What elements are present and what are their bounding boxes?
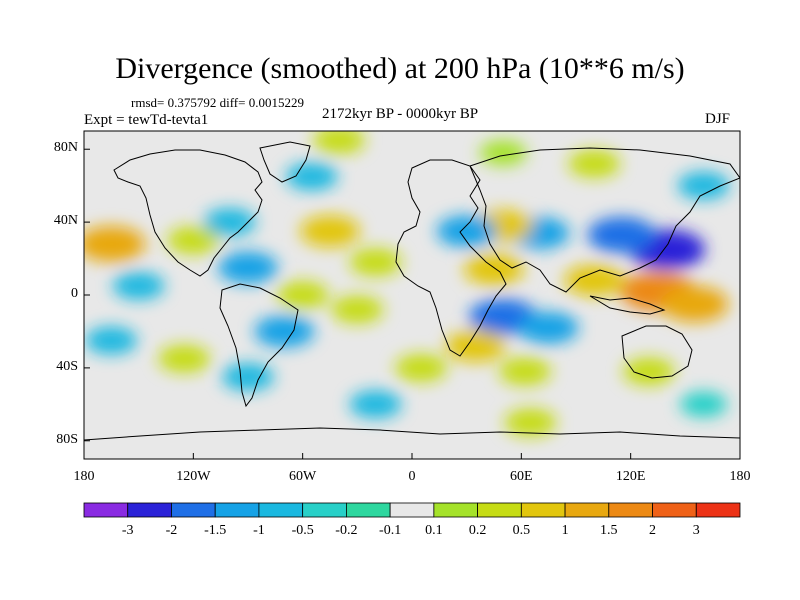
field-feature: [349, 248, 402, 277]
field-feature: [660, 286, 729, 323]
coast-north-america: [113, 149, 263, 277]
lat-tick-label: 40S: [56, 358, 78, 374]
lat-tick-label: 40N: [53, 213, 78, 229]
field-feature: [504, 408, 557, 437]
colorbar-swatch: [389, 502, 435, 518]
lon-tick-label: 0: [408, 469, 416, 484]
colorbar-label: -0.5: [291, 523, 314, 538]
lat-tick-label: 80S: [56, 431, 78, 447]
colorbar-swatch: [564, 502, 610, 518]
season-label: DJF: [705, 111, 731, 127]
lon-tick-label: 120E: [615, 469, 646, 484]
colorbar-swatch: [345, 502, 391, 518]
field-feature: [498, 357, 551, 386]
field-feature: [679, 391, 728, 418]
field-feature: [622, 357, 675, 386]
field-feature: [285, 162, 338, 191]
coast-antarctica: [84, 427, 740, 441]
field-feature: [254, 315, 315, 348]
field-feature: [222, 363, 274, 391]
field-feature: [331, 295, 384, 324]
coast-maritime-continent: [589, 295, 666, 315]
field-feature: [568, 149, 621, 178]
colorbar-label: -1.5: [204, 523, 227, 538]
field-feature: [518, 311, 579, 344]
lon-tick-label: 120W: [176, 469, 211, 484]
colorbar-label: 0.5: [512, 523, 531, 538]
lat-tick-label: 0: [71, 286, 78, 301]
divergence-field: [84, 131, 740, 459]
colorbar-swatch: [83, 502, 129, 518]
colorbar-label: 0.2: [468, 523, 487, 538]
field-feature: [464, 253, 524, 286]
field-feature: [158, 344, 211, 373]
coast-south-america: [219, 283, 299, 408]
colorbar-label: -2: [165, 523, 178, 538]
colorbar: [83, 502, 741, 518]
lon-tick-label: 60E: [510, 469, 533, 484]
field-feature: [587, 216, 656, 253]
colorbar-swatch: [433, 502, 479, 518]
field-feature: [276, 281, 329, 309]
field-feature: [395, 353, 448, 382]
colorbar-swatch: [302, 502, 347, 518]
colorbar-label: 0.1: [425, 523, 443, 538]
coast-asia: [469, 147, 740, 293]
colorbar-swatch: [171, 502, 216, 518]
colorbar-label: 1: [561, 523, 569, 538]
field-feature: [436, 215, 497, 248]
period-label: 2172kyr BP - 0000kyr BP: [322, 106, 479, 122]
field-feature: [112, 271, 165, 300]
lon-tick-label: 60W: [289, 469, 317, 484]
tick-marks: [83, 148, 741, 459]
colorbar-swatch: [695, 502, 741, 518]
colorbar-label: 2: [649, 523, 657, 538]
field-feature: [85, 326, 138, 355]
colorbar-label: 1.5: [600, 523, 618, 538]
field-feature: [313, 131, 366, 155]
lon-tick-label: 180: [73, 469, 95, 484]
field-feature: [445, 330, 506, 363]
field-feature: [677, 171, 730, 200]
coast-greenland: [259, 141, 311, 183]
figure-title: Divergence (smoothed) at 200 hPa (10**6 …: [115, 52, 685, 85]
lon-tick-label: 180: [729, 469, 751, 484]
lat-tick-label: 80N: [53, 140, 78, 156]
colorbar-label: -1: [253, 523, 265, 538]
colorbar-swatch: [214, 502, 260, 518]
field-feature: [167, 226, 220, 255]
colorbar-label: -3: [121, 523, 134, 538]
colorbar-label: -0.2: [335, 523, 358, 538]
colorbar-label: 3: [692, 523, 700, 538]
field-feature: [203, 208, 256, 237]
colorbar-swatch: [127, 502, 172, 518]
experiment-label: Expt = tewTd-tevta1: [84, 112, 209, 128]
coast-europe-africa: [395, 159, 507, 357]
coastlines: [84, 141, 740, 441]
stats-label: rmsd= 0.375792 diff= 0.0015229: [131, 95, 304, 110]
colorbar-swatch: [520, 502, 566, 518]
colorbar-swatch: [652, 502, 697, 518]
colorbar-swatch: [477, 502, 522, 518]
coast-australia: [621, 325, 693, 379]
field-feature: [84, 225, 146, 262]
field-feature: [349, 390, 402, 419]
colorbar-label: -0.1: [379, 523, 402, 538]
colorbar-swatch: [608, 502, 653, 518]
field-feature: [564, 264, 625, 297]
field-feature: [218, 251, 278, 284]
colorbar-swatch: [258, 502, 304, 518]
field-feature: [300, 215, 360, 248]
